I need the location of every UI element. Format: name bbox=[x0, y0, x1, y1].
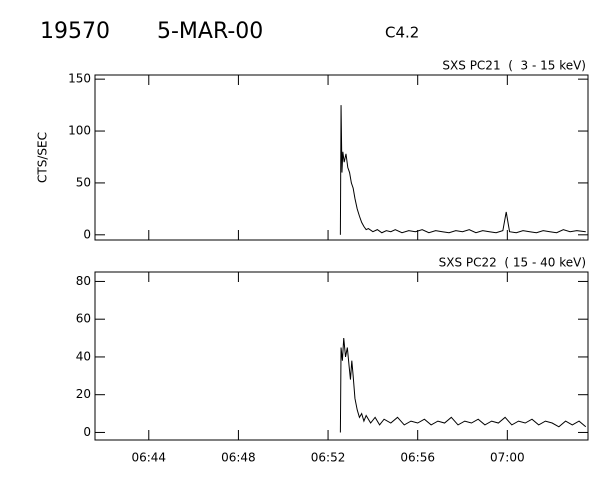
x-tick-label: 06:44 bbox=[131, 451, 166, 465]
y-tick-label: 50 bbox=[76, 175, 91, 189]
panel-title: SXS PC21 ( 3 - 15 keV) bbox=[442, 59, 586, 73]
y-tick-label: 40 bbox=[76, 349, 91, 363]
y-tick-label: 20 bbox=[76, 387, 91, 401]
plot-frame bbox=[94, 74, 589, 241]
y-axis-label: CTS/SEC bbox=[36, 132, 50, 183]
panel-title: SXS PC22 ( 15 - 40 keV) bbox=[439, 256, 586, 270]
x-tick-label: 07:00 bbox=[490, 451, 525, 465]
x-tick-label: 06:48 bbox=[221, 451, 256, 465]
plot-frame bbox=[94, 271, 589, 441]
event-date: 5-MAR-00 bbox=[157, 19, 263, 44]
event-id: 19570 bbox=[40, 19, 110, 44]
y-tick-label: 100 bbox=[68, 124, 91, 138]
y-tick-label: 80 bbox=[76, 274, 91, 288]
y-tick-label: 60 bbox=[76, 312, 91, 326]
flare-class: C4.2 bbox=[385, 24, 419, 42]
y-tick-label: 0 bbox=[83, 227, 91, 241]
y-tick-label: 0 bbox=[83, 425, 91, 439]
light-curve bbox=[339, 338, 587, 433]
light-curve bbox=[339, 105, 586, 235]
x-tick-label: 06:56 bbox=[400, 451, 435, 465]
y-tick-label: 150 bbox=[68, 72, 91, 86]
x-tick-label: 06:52 bbox=[311, 451, 346, 465]
